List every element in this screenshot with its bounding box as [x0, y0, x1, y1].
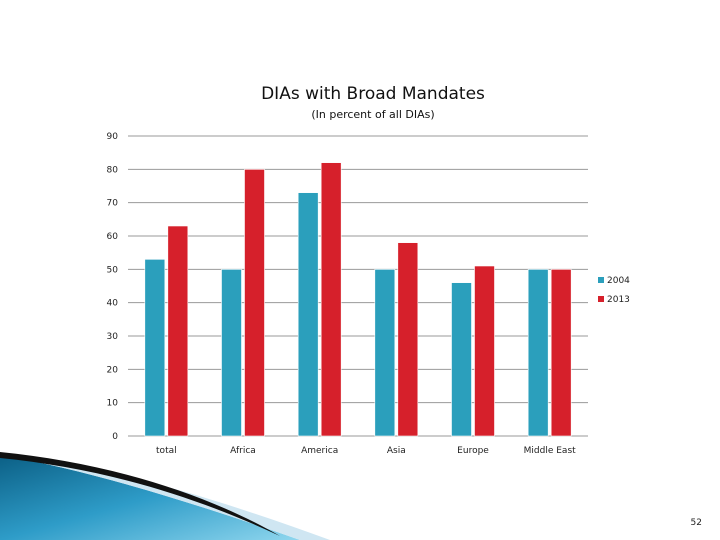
chart-subtitle: (In percent of all DIAs)	[311, 108, 434, 121]
gridlines	[128, 135, 588, 437]
y-tick-label: 0	[112, 432, 118, 442]
x-tick-label: America	[301, 446, 338, 456]
x-tick-label: Africa	[230, 446, 256, 456]
legend-label-2004: 2004	[607, 276, 630, 286]
x-tick-label: Asia	[387, 446, 406, 456]
y-tick-label: 40	[107, 299, 119, 309]
x-tick-label: Middle East	[524, 446, 576, 456]
bar-2004-america	[297, 192, 319, 437]
y-tick-label: 90	[107, 132, 119, 142]
y-tick-label: 50	[107, 265, 119, 275]
slide-number: 52	[690, 518, 702, 528]
bars	[144, 162, 572, 437]
legend-label-2013: 2013	[607, 295, 630, 305]
bar-2004-total	[144, 259, 166, 437]
bar-2004-europe	[451, 282, 472, 437]
legend-swatch-2004	[598, 277, 604, 283]
x-tick-label: Europe	[457, 446, 489, 456]
x-tick-label: total	[156, 446, 177, 456]
bar-2013-total	[167, 225, 189, 437]
y-tick-label: 70	[107, 199, 119, 209]
y-tick-label: 10	[107, 399, 119, 409]
bar-2004-asia	[374, 269, 396, 437]
y-tick-label: 80	[107, 165, 119, 175]
x-axis-ticks: total Africa America Asia Europe Middle East	[156, 446, 576, 456]
legend-swatch-2013	[598, 296, 604, 302]
y-axis-ticks: 0 10 20 30 40 50 60 70 80 90	[107, 132, 119, 442]
bar-2013-europe	[474, 265, 495, 437]
bar-2013-asia	[397, 242, 419, 437]
bar-2013-middle-east	[550, 269, 572, 437]
chart-title: DIAs with Broad Mandates	[261, 84, 485, 104]
bar-2004-africa	[221, 269, 242, 437]
y-tick-label: 30	[107, 332, 119, 342]
legend: 2004 2013	[598, 276, 630, 305]
decorative-swoosh	[0, 452, 330, 540]
bar-2013-africa	[244, 169, 265, 437]
bar-2013-america	[320, 162, 342, 437]
bar-2004-middle-east	[527, 269, 549, 437]
y-tick-label: 60	[107, 232, 119, 242]
y-tick-label: 20	[107, 365, 119, 375]
